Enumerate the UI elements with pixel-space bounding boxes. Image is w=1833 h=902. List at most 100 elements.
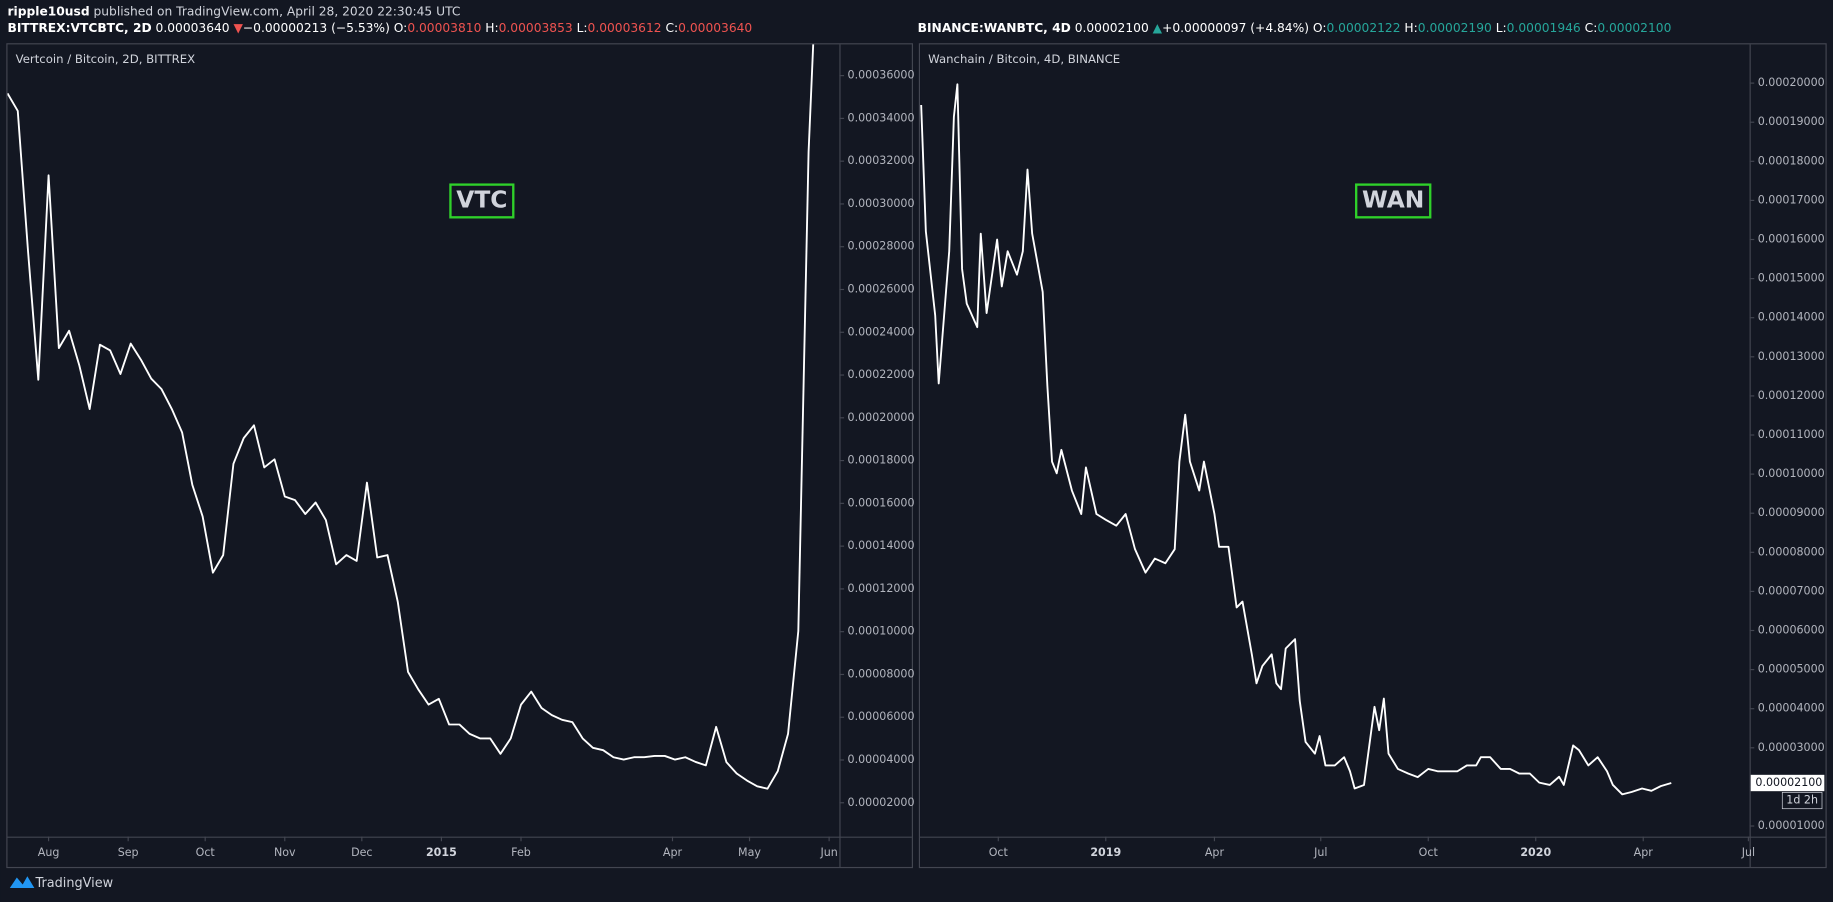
y-tick-label: 0.00018000 [848, 454, 915, 467]
symbol-legend: BINANCE:WANBTC, 4D 0.00002100 ▲+0.000000… [918, 21, 1672, 35]
y-tick-label: 0.00036000 [848, 69, 915, 82]
x-tick-label: Aug [38, 846, 60, 859]
x-tick-label: Sep [118, 846, 139, 859]
y-tick-label: 0.00018000 [1758, 154, 1825, 167]
legend-part: L: [1496, 21, 1507, 35]
header: ripple10usd published on TradingView.com… [7, 4, 460, 18]
legend-part: L: [577, 21, 588, 35]
y-tick-label: 0.00016000 [848, 496, 915, 509]
pane-title: Vertcoin / Bitcoin, 2D, BITTREX [16, 52, 195, 66]
x-tick-label: Feb [511, 846, 531, 859]
pane-border [918, 43, 1827, 869]
legend-part: 0.00002100 [1597, 21, 1671, 35]
y-tick-label: 0.00010000 [848, 625, 915, 638]
legend-part: O: [394, 21, 408, 35]
legend-part: H: [1404, 21, 1417, 35]
y-tick-label: 0.00028000 [848, 240, 915, 253]
last-price: 0.00002100 [1755, 776, 1822, 789]
x-tick-label: May [738, 846, 761, 859]
pane-title: Wanchain / Bitcoin, 4D, BINANCE [928, 52, 1120, 66]
y-tick-label: 0.00001000 [1758, 819, 1825, 832]
legend-part: ▼ [234, 21, 244, 35]
y-tick-label: 0.00020000 [848, 411, 915, 424]
x-tick-label: 2020 [1520, 846, 1551, 859]
y-tick-label: 0.00012000 [1758, 389, 1825, 402]
y-tick-label: 0.00006000 [1758, 624, 1825, 637]
legend-part: 0.00003810 [407, 21, 481, 35]
y-tick-label: 0.00009000 [1758, 506, 1825, 519]
y-tick-label: 0.00005000 [1758, 663, 1825, 676]
legend-part: +0.00000097 (+4.84%) [1162, 21, 1309, 35]
legend-part: 0.00002122 [1326, 21, 1400, 35]
y-tick-label: 0.00014000 [1758, 311, 1825, 324]
annotation: WAN [1362, 185, 1424, 213]
y-tick-label: 0.00012000 [848, 582, 915, 595]
y-tick-label: 0.00008000 [1758, 545, 1825, 558]
legend-part: BITTREX:VTCBTC, 2D [7, 21, 151, 35]
countdown-box [1781, 791, 1823, 810]
y-tick-label: 0.00006000 [848, 710, 915, 723]
annotation-box [449, 183, 515, 219]
y-tick-label: 0.00010000 [1758, 467, 1825, 480]
x-tick-label: 2015 [426, 846, 457, 859]
brand: TradingView [35, 876, 114, 891]
x-tick-label: Oct [1419, 846, 1439, 859]
y-tick-label: 0.00034000 [848, 111, 915, 124]
last-price-box [1750, 774, 1825, 792]
plot [7, 44, 815, 790]
y-tick-label: 0.00007000 [1758, 584, 1825, 597]
y-tick-label: 0.00004000 [848, 753, 915, 766]
x-tick-label: Apr [663, 846, 683, 859]
x-tick-label: Dec [351, 846, 372, 859]
legend-part: C: [1585, 21, 1598, 35]
plot [920, 83, 1672, 796]
legend-part: O: [1313, 21, 1327, 35]
logo-icon [9, 876, 35, 888]
brand-logo[interactable]: TradingView [9, 876, 114, 891]
y-tick-label: 0.00017000 [1758, 193, 1825, 206]
x-tick-label: Apr [1205, 846, 1225, 859]
legend-part: 0.00002100 [1075, 21, 1149, 35]
countdown: 1d 2h [1786, 794, 1818, 807]
x-tick-label: 2019 [1090, 846, 1121, 859]
x-tick-label: Nov [274, 846, 296, 859]
legend-part: 0.00002190 [1418, 21, 1492, 35]
y-tick-label: 0.00013000 [1758, 350, 1825, 363]
legend-part: −0.00000213 (−5.53%) [243, 21, 390, 35]
y-tick-label: 0.00020000 [1758, 76, 1825, 89]
y-tick-label: 0.00015000 [1758, 272, 1825, 285]
symbol-legend: BITTREX:VTCBTC, 2D 0.00003640 ▼−0.000002… [7, 21, 752, 35]
y-tick-label: 0.00003000 [1758, 741, 1825, 754]
y-tick-label: 0.00014000 [848, 539, 915, 552]
x-tick-label: Oct [196, 846, 216, 859]
y-tick-label: 0.00022000 [848, 368, 915, 381]
legend-part: 0.00001946 [1507, 21, 1581, 35]
x-tick-label: Jul [1313, 846, 1327, 859]
published: published on TradingView.com, April 28, … [94, 4, 461, 18]
price-line [7, 44, 815, 790]
annotation: VTC [456, 185, 507, 213]
y-tick-label: 0.00002000 [848, 796, 915, 809]
y-tick-label: 0.00030000 [848, 197, 915, 210]
y-tick-label: 0.00019000 [1758, 115, 1825, 128]
pane-border [6, 43, 913, 869]
y-tick-label: 0.00004000 [1758, 702, 1825, 715]
x-tick-label: Jun [819, 846, 837, 859]
price-line [920, 83, 1672, 796]
legend-part: 0.00003640 [156, 21, 230, 35]
legend-part: BINANCE:WANBTC, 4D [918, 21, 1071, 35]
legend-part: 0.00003612 [588, 21, 662, 35]
y-tick-label: 0.00026000 [848, 282, 915, 295]
y-tick-label: 0.00032000 [848, 154, 915, 167]
annotation-box [1355, 183, 1432, 219]
legend-part: H: [485, 21, 498, 35]
x-tick-label: Jul [1741, 846, 1755, 859]
legend-part: ▲ [1153, 21, 1163, 35]
y-tick-label: 0.00024000 [848, 325, 915, 338]
legend-part: 0.00003640 [678, 21, 752, 35]
y-tick-label: 0.00008000 [848, 667, 915, 680]
x-tick-label: Apr [1634, 846, 1654, 859]
